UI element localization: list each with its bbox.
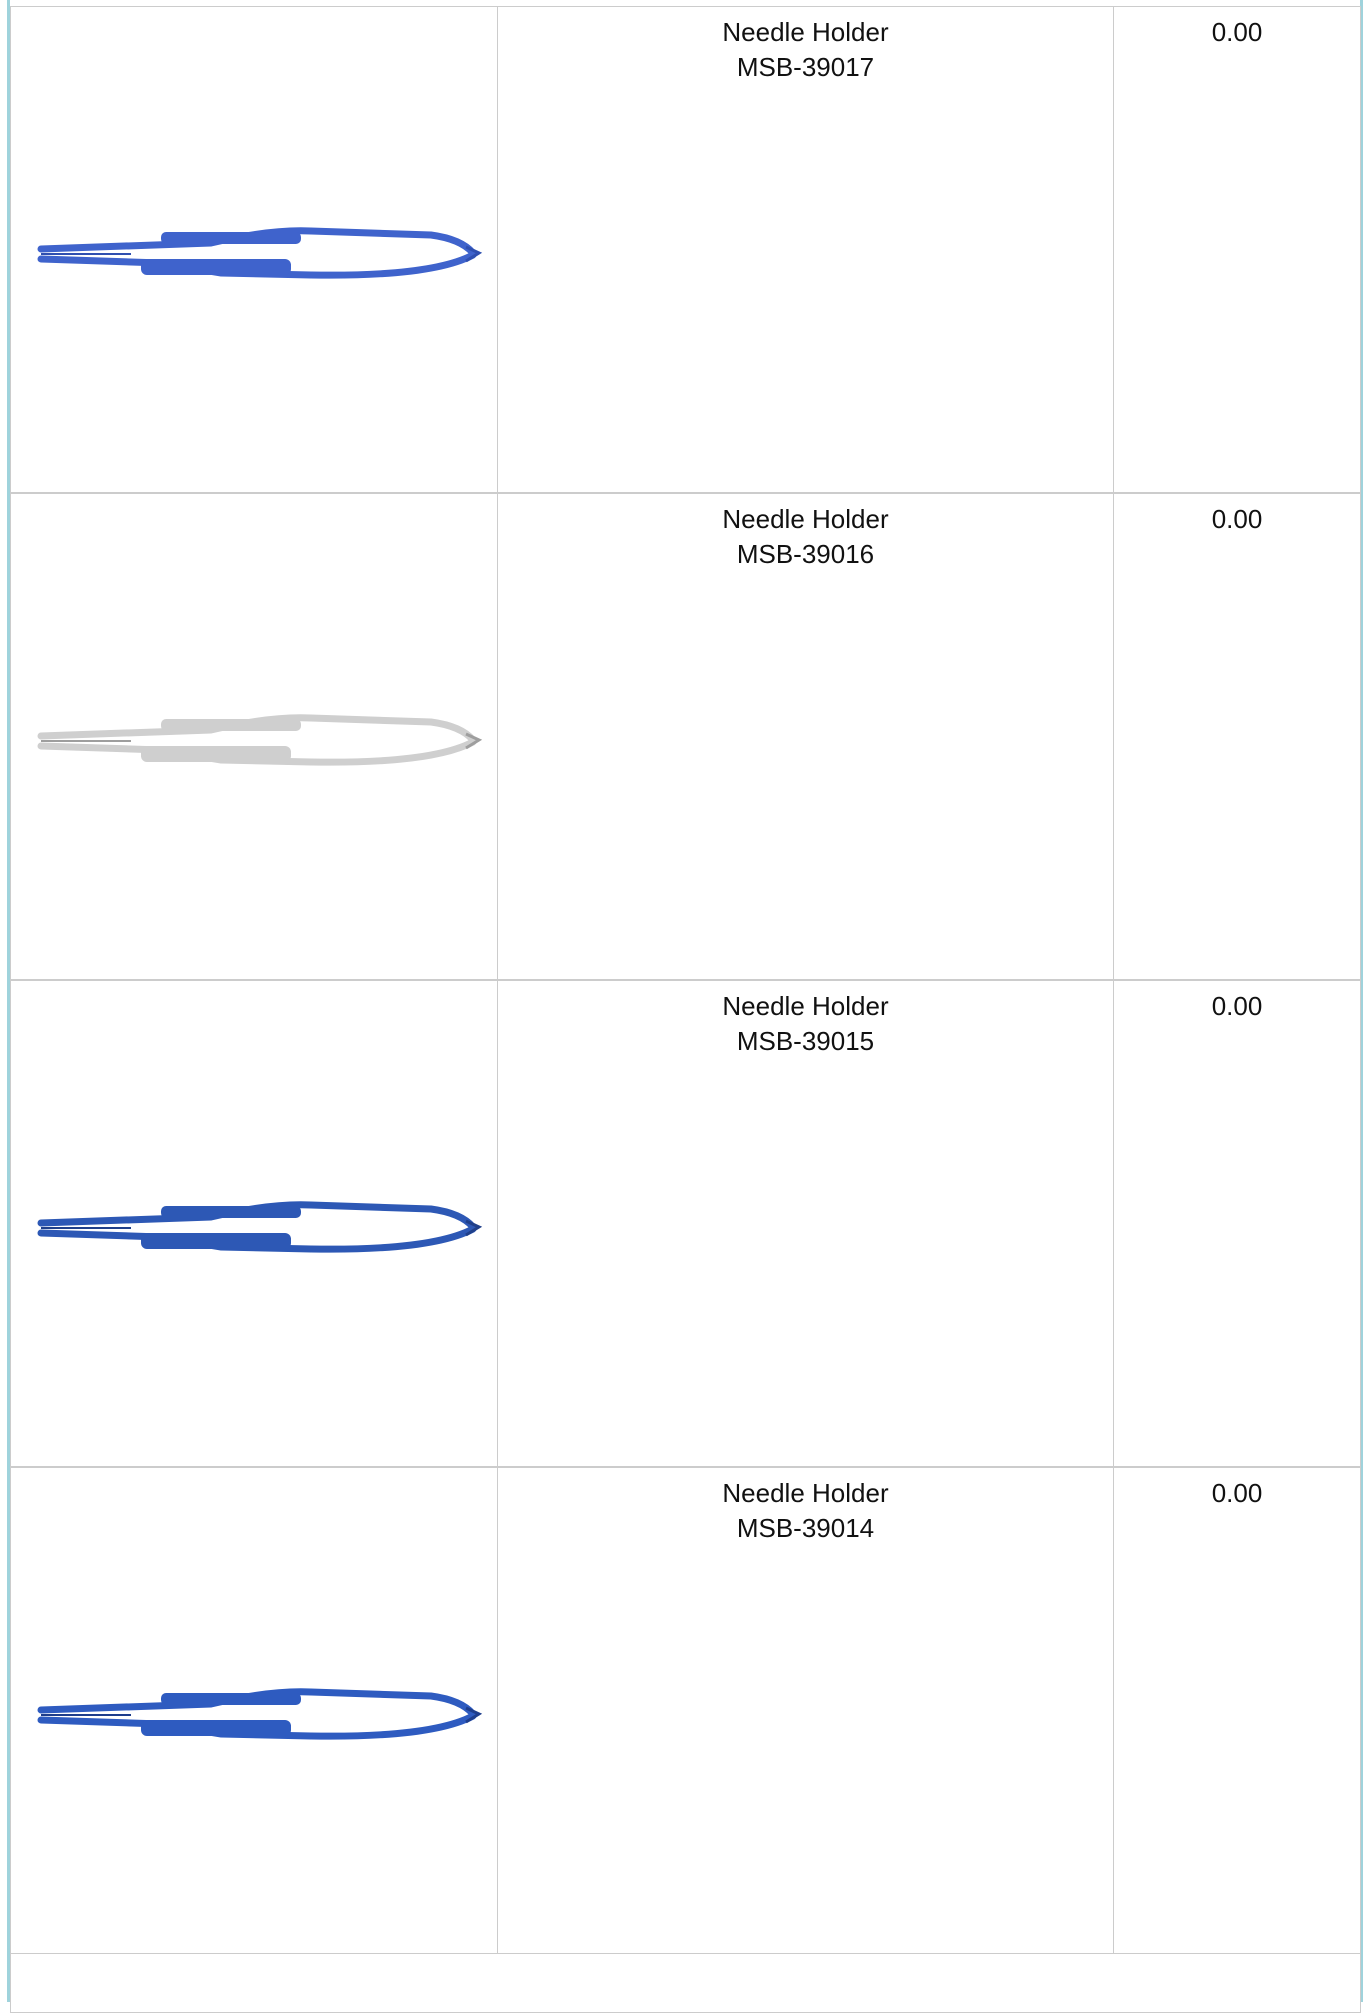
table-row: Needle Holder MSB-39014 0.00: [10, 1467, 1361, 1954]
product-price: 0.00: [1211, 504, 1263, 534]
product-name: Needle Holder: [722, 1478, 889, 1508]
product-price: 0.00: [1211, 991, 1263, 1021]
product-name: Needle Holder: [722, 504, 889, 534]
price-cell: 0.00: [1113, 6, 1361, 493]
product-price: 0.00: [1211, 1478, 1263, 1508]
price-cell: 0.00: [1113, 1467, 1361, 1954]
price-cell: 0.00: [1113, 980, 1361, 1467]
price-cell: 0.00: [1113, 493, 1361, 980]
description-cell: Needle Holder MSB-39014: [497, 1467, 1114, 1954]
product-code: MSB-39016: [736, 539, 875, 569]
description-cell: Needle Holder MSB-39017: [497, 6, 1114, 493]
product-code: MSB-39014: [736, 1513, 875, 1543]
image-cell: [10, 6, 498, 493]
product-code: MSB-39017: [736, 52, 875, 82]
image-cell: [10, 493, 498, 980]
description-cell: Needle Holder MSB-39015: [497, 980, 1114, 1467]
product-code: MSB-39015: [736, 1026, 875, 1056]
table-row: Needle Holder MSB-39017 0.00: [10, 6, 1361, 493]
product-image: [37, 714, 483, 766]
product-name: Needle Holder: [722, 17, 889, 47]
frame: [7, 0, 1363, 2002]
product-image: [37, 1688, 483, 1740]
image-cell: [10, 980, 498, 1467]
product-price: 0.00: [1211, 17, 1263, 47]
product-image: [37, 227, 483, 279]
image-cell: [10, 1467, 498, 1954]
table-row: [10, 1953, 1361, 2013]
table-row: Needle Holder MSB-39015 0.00: [10, 980, 1361, 1467]
product-name: Needle Holder: [722, 991, 889, 1021]
description-cell: Needle Holder MSB-39016: [497, 493, 1114, 980]
product-image: [37, 1201, 483, 1253]
table-row: Needle Holder MSB-39016 0.00: [10, 493, 1361, 980]
